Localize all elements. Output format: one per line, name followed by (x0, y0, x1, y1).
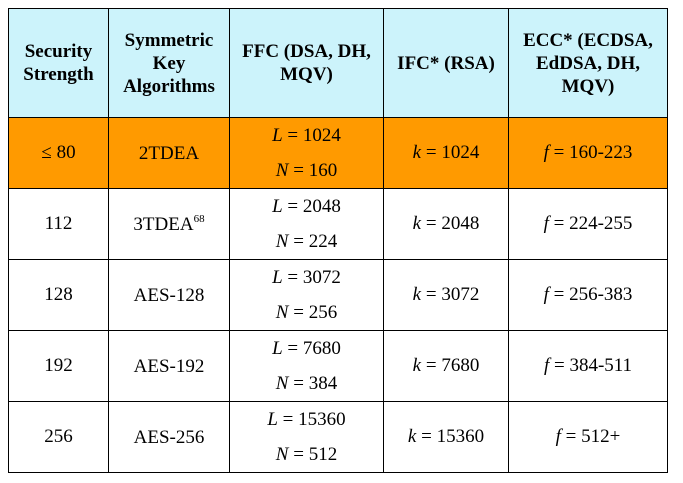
header-security-strength: Security Strength (8, 8, 109, 118)
table-row: 256 AES-256 L = 15360 N = 512 k = 15360 … (8, 401, 668, 473)
cell-symmetric-algorithm: AES-256 (108, 401, 230, 473)
cell-ffc: L = 15360 N = 512 (229, 401, 384, 473)
cell-ifc: k = 7680 (383, 330, 509, 402)
header-symmetric-key-algorithms: Symmetric Key Algorithms (108, 8, 230, 118)
cell-ecc: f = 160-223 (508, 117, 668, 189)
cell-ecc: f = 384-511 (508, 330, 668, 402)
cell-ecc: f = 512+ (508, 401, 668, 473)
cell-ecc: f = 256-383 (508, 259, 668, 331)
table-row: 128 AES-128 L = 3072 N = 256 k = 3072 f … (8, 259, 668, 331)
header-ecc: ECC* (ECDSA, EdDSA, DH, MQV) (508, 8, 668, 118)
cell-ffc: L = 2048 N = 224 (229, 188, 384, 260)
cell-symmetric-algorithm: AES-192 (108, 330, 230, 402)
header-ifc: IFC* (RSA) (383, 8, 509, 118)
cell-ffc: L = 7680 N = 384 (229, 330, 384, 402)
cell-ifc: k = 3072 (383, 259, 509, 331)
cell-ifc: k = 2048 (383, 188, 509, 260)
footnote-ref: 68 (193, 212, 205, 225)
cell-security-strength: 128 (8, 259, 109, 331)
table-row: 112 3TDEA68 L = 2048 N = 224 k = 2048 f … (8, 188, 668, 260)
cell-ffc: L = 1024 N = 160 (229, 117, 384, 189)
cell-ffc: L = 3072 N = 256 (229, 259, 384, 331)
cell-symmetric-algorithm: AES-128 (108, 259, 230, 331)
cell-security-strength: 112 (8, 188, 109, 260)
security-strength-table: Security Strength Symmetric Key Algorith… (8, 8, 668, 473)
cell-security-strength: 192 (8, 330, 109, 402)
cell-security-strength: 256 (8, 401, 109, 473)
cell-symmetric-algorithm: 2TDEA (108, 117, 230, 189)
cell-symmetric-algorithm: 3TDEA68 (108, 188, 230, 260)
table-row: ≤ 80 2TDEA L = 1024 N = 160 k = 1024 f =… (8, 117, 668, 189)
table-row: 192 AES-192 L = 7680 N = 384 k = 7680 f … (8, 330, 668, 402)
cell-ifc: k = 1024 (383, 117, 509, 189)
cell-ecc: f = 224-255 (508, 188, 668, 260)
cell-ifc: k = 15360 (383, 401, 509, 473)
cell-security-strength: ≤ 80 (8, 117, 109, 189)
header-row: Security Strength Symmetric Key Algorith… (8, 8, 668, 118)
header-ffc: FFC (DSA, DH, MQV) (229, 8, 384, 118)
